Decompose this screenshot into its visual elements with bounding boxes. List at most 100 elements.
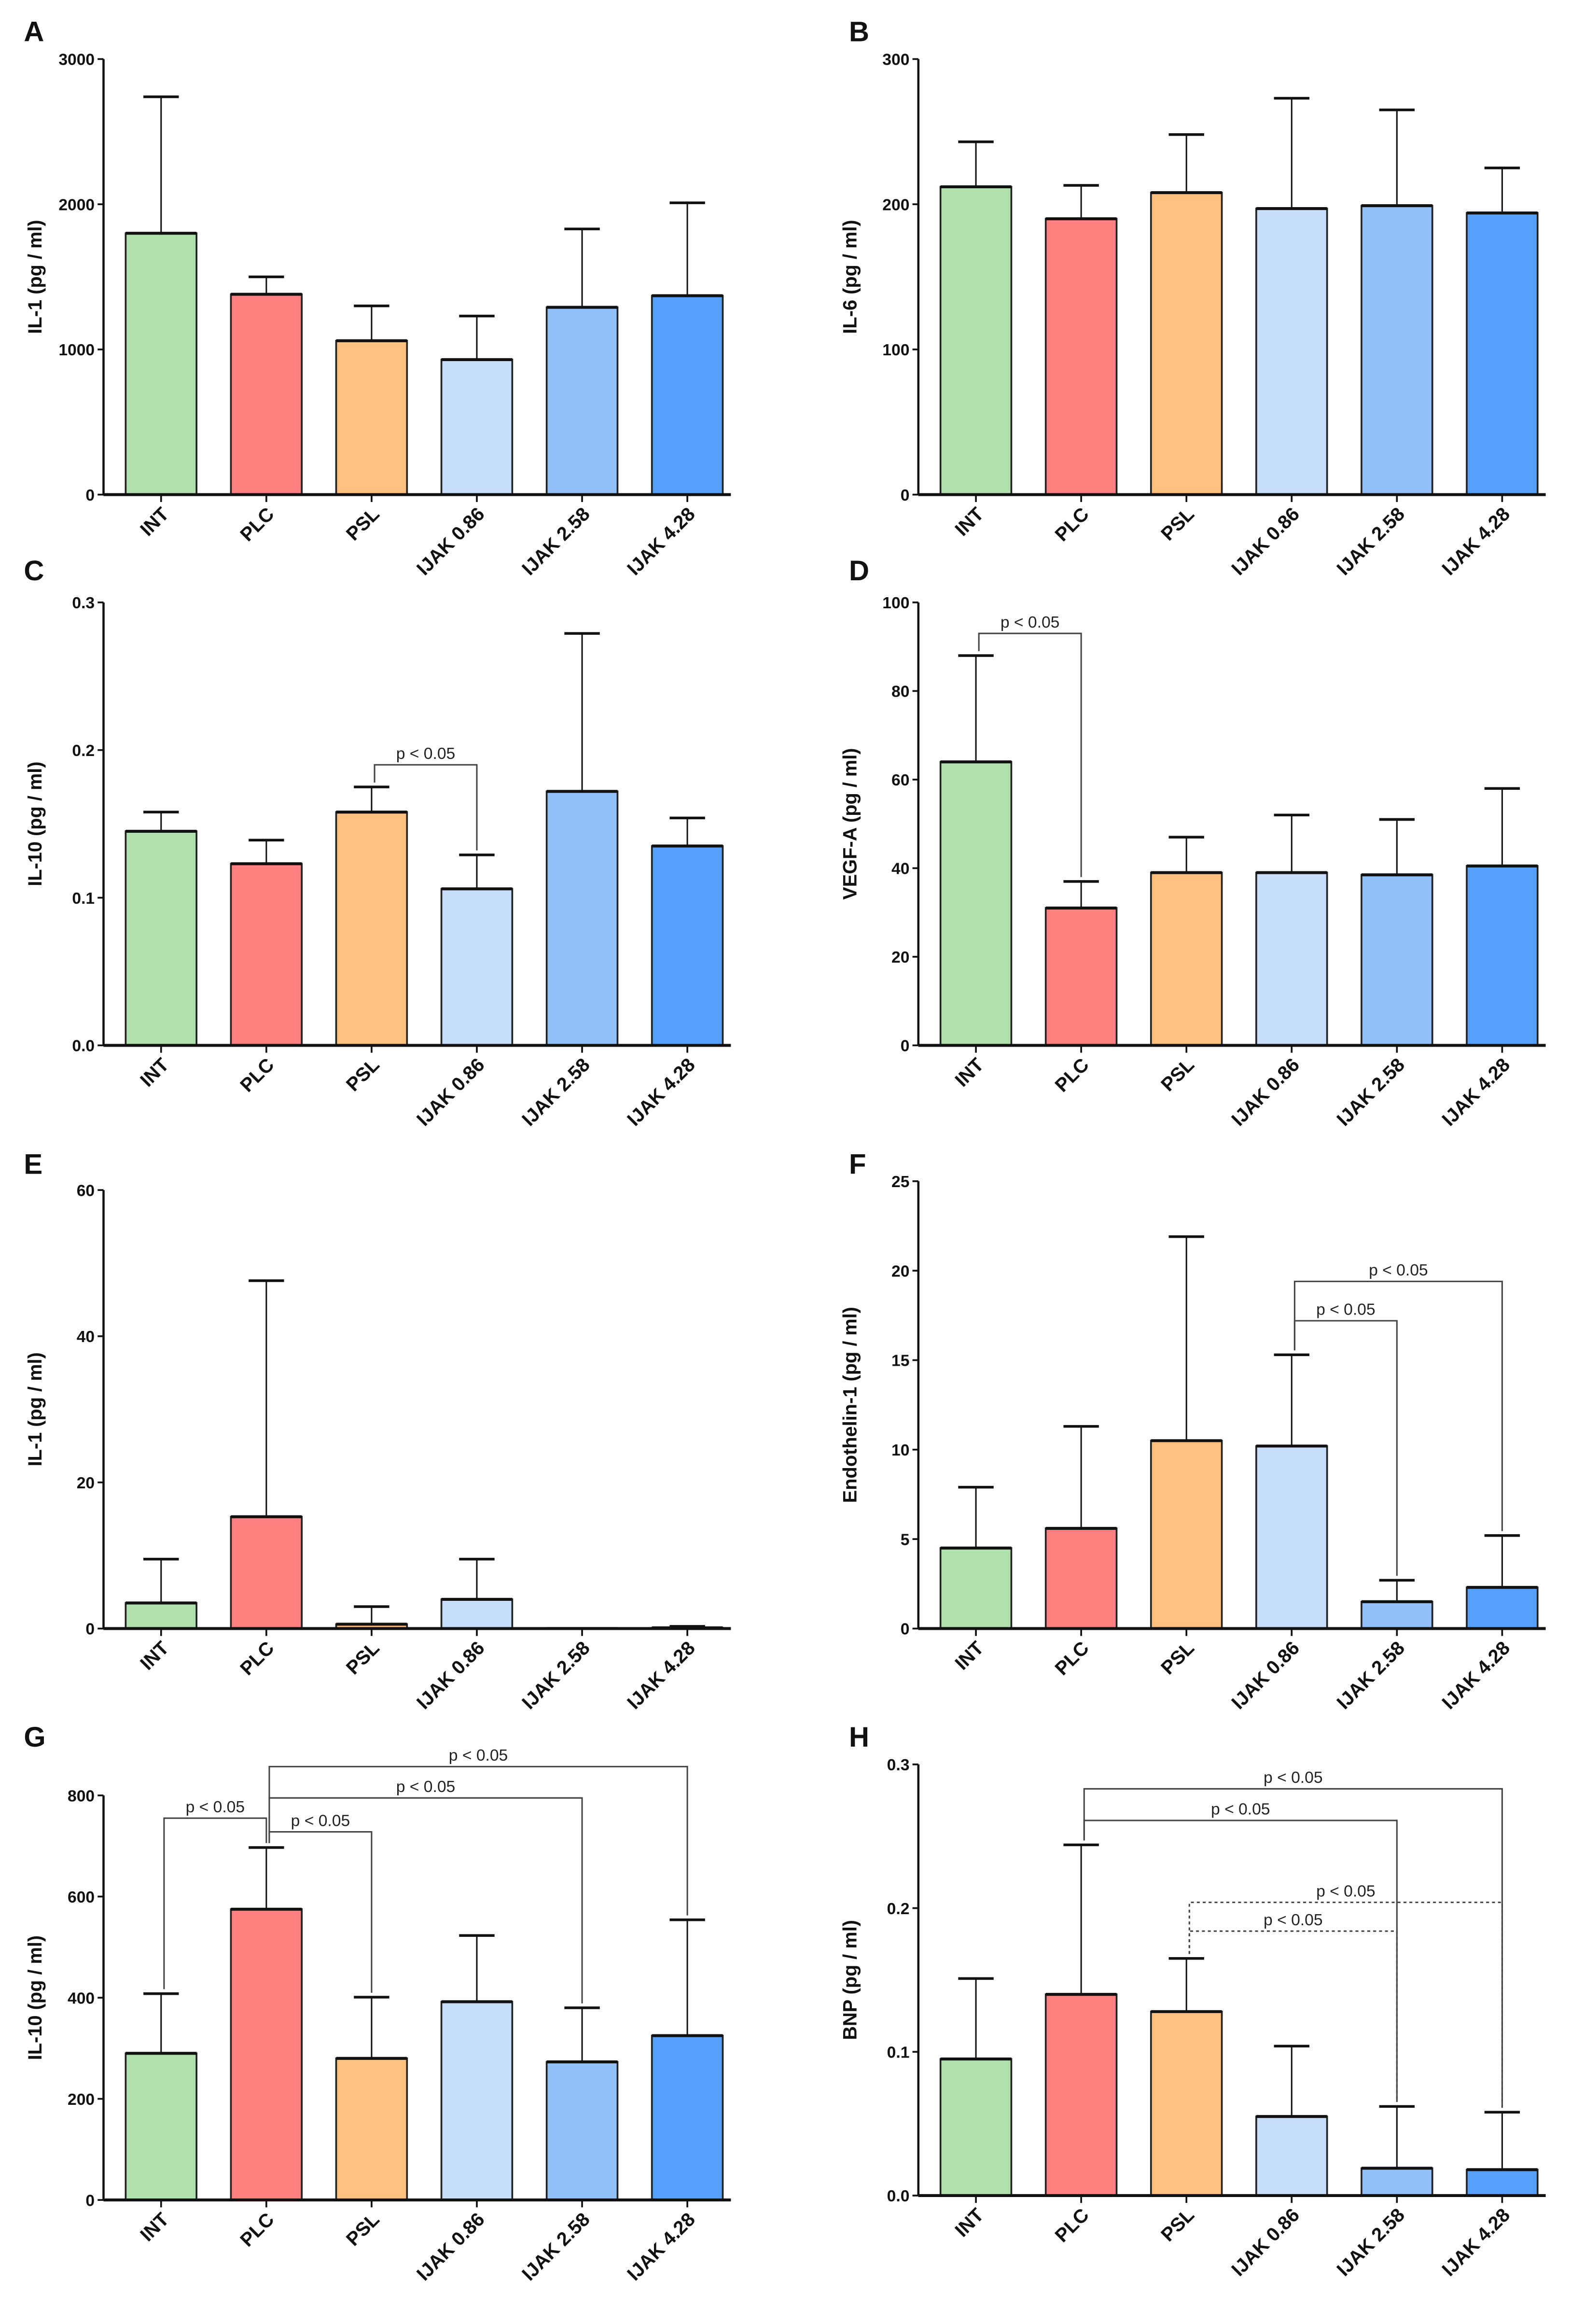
x-tick-label: PSL (342, 504, 384, 545)
bar-ijak-4-28 (1466, 865, 1539, 1047)
y-tick-label: 0 (901, 1621, 910, 1638)
significance-label: p < 0.05 (1211, 1801, 1270, 1819)
panel-letter: A (24, 16, 44, 48)
bar-plc (1044, 218, 1118, 496)
significance-bracket (268, 1765, 688, 1916)
x-tick-label: IJAK 2.58 (1333, 1054, 1409, 1130)
significance-label: p < 0.05 (1316, 1882, 1375, 1900)
bar-ijak-2-58 (545, 306, 619, 496)
significance-bracket (1083, 1788, 1503, 2108)
bar-ijak-2-58 (1361, 1601, 1433, 1630)
significance-label: p < 0.05 (396, 745, 455, 763)
x-tick-label: PLC (236, 1054, 278, 1096)
bar-ijak-2-58 (1361, 874, 1433, 1047)
x-tick-label: INT (136, 1638, 173, 1674)
y-tick-label: 60 (77, 1182, 95, 1200)
x-tick-label: IJAK 4.28 (1438, 504, 1514, 580)
bar-psl (1150, 1440, 1223, 1630)
bar-int (125, 830, 198, 1047)
bar-plc (1044, 1527, 1118, 1630)
bar-ijak-0-86 (1255, 1445, 1328, 1630)
x-tick-label: PLC (1051, 504, 1093, 546)
bar-ijak-4-28 (1466, 212, 1539, 496)
x-tick-label: IJAK 0.86 (413, 1638, 489, 1714)
x-tick-label: IJAK 4.28 (1438, 1054, 1514, 1130)
y-axis-label: Endothelin-1 (pg / ml) (839, 1307, 861, 1503)
bar-ijak-0-86 (1255, 871, 1328, 1047)
x-tick-label: IJAK 0.86 (413, 2209, 489, 2285)
x-tick-label: IJAK 4.28 (623, 2209, 699, 2285)
bar-psl (335, 2057, 408, 2201)
y-tick-label: 20 (891, 1262, 909, 1280)
panel-f: F 0 5 10 15 20 25 Endothelin-1 (pg / ml) INT PLC P… (839, 1148, 1546, 1714)
panel-letter: G (24, 1722, 45, 1753)
y-tick-label: 0 (901, 487, 910, 504)
bar-ijak-0-86 (440, 2001, 514, 2201)
x-tick-label: PSL (1157, 1638, 1198, 1679)
x-tick-label: IJAK 4.28 (1438, 1638, 1514, 1714)
y-tick-label: 300 (882, 51, 909, 69)
bar-psl (1150, 871, 1223, 1047)
bar-plc (230, 863, 303, 1047)
bar-int (125, 2052, 198, 2201)
bar-ijak-4-28 (651, 845, 724, 1047)
bar-int (125, 1602, 198, 1630)
y-tick-label: 15 (891, 1352, 909, 1370)
bar-ijak-2-58 (545, 2061, 619, 2201)
x-tick-label: IJAK 2.58 (518, 504, 594, 580)
y-tick-label: 80 (891, 683, 909, 701)
bar-ijak-0-86 (1255, 208, 1328, 496)
bar-ijak-4-28 (651, 294, 724, 496)
x-tick-label: PSL (342, 1638, 384, 1679)
y-tick-label: 5 (901, 1531, 910, 1549)
panel-h: H 0.0 0.1 0.2 0.3 BNP (pg / ml) INT PLC PSL IJAK … (839, 1722, 1546, 2281)
bar-ijak-0-86 (440, 888, 514, 1047)
x-tick-label: PLC (236, 504, 278, 546)
y-axis-label: VEGF-A (pg / ml) (839, 748, 861, 899)
y-tick-label: 40 (77, 1328, 95, 1346)
bar-ijak-0-86 (1255, 2115, 1328, 2197)
panel-a: A 0 1000 2000 3000 IL-1 (pg / ml) INT PLC PSL IJA… (24, 16, 731, 580)
y-tick-label: 20 (891, 949, 909, 966)
y-axis-label: IL-1 (pg / ml) (25, 1352, 46, 1466)
bar-ijak-4-28 (651, 2034, 724, 2201)
x-tick-label: PSL (1157, 1054, 1198, 1095)
significance-label: p < 0.05 (449, 1747, 508, 1764)
y-tick-label: 25 (891, 1173, 909, 1191)
bar-plc (1044, 907, 1118, 1047)
panel-g: G 0 200 400 600 800 IL-10 (pg / ml) INT PLC PSL IJ… (24, 1722, 731, 2285)
x-tick-label: PLC (236, 1638, 278, 1680)
x-tick-label: PSL (342, 2209, 384, 2250)
x-tick-label: IJAK 4.28 (1438, 2204, 1514, 2281)
x-tick-label: PSL (342, 1054, 384, 1095)
panel-letter: E (24, 1148, 42, 1180)
x-tick-label: PSL (1157, 504, 1198, 545)
bar-plc (230, 293, 303, 496)
bar-ijak-0-86 (440, 359, 514, 496)
x-tick-label: INT (136, 1054, 173, 1091)
significance-label: p < 0.05 (1264, 1911, 1322, 1929)
y-tick-label: 60 (891, 771, 909, 789)
x-tick-label: IJAK 0.86 (1227, 504, 1304, 580)
bar-int (939, 761, 1013, 1047)
x-tick-label: IJAK 2.58 (518, 1054, 594, 1130)
significance-label: p < 0.05 (1369, 1261, 1428, 1279)
y-tick-label: 3000 (58, 51, 95, 69)
x-tick-label: INT (951, 1054, 987, 1091)
y-tick-label: 0.1 (887, 2044, 910, 2061)
panel-d: D 0 20 40 60 80 100 VEGF-A (pg / ml) INT PLC PSL IJ… (839, 555, 1546, 1130)
bar-psl (335, 339, 408, 496)
y-tick-label: 0.0 (887, 2187, 910, 2205)
y-tick-label: 10 (891, 1442, 909, 1459)
y-tick-label: 0.2 (887, 1900, 910, 1918)
bar-ijak-2-58 (545, 790, 619, 1047)
x-tick-label: IJAK 2.58 (518, 1638, 594, 1714)
x-tick-label: PLC (1051, 2204, 1093, 2246)
significance-bracket (1188, 1930, 1398, 2102)
y-tick-label: 0 (85, 1621, 95, 1638)
y-tick-label: 20 (77, 1474, 95, 1492)
y-tick-label: 0.3 (887, 1756, 910, 1774)
bar-plc (230, 1908, 303, 2201)
panel-letter: F (849, 1148, 866, 1180)
bar-ijak-2-58 (1361, 2167, 1433, 2197)
